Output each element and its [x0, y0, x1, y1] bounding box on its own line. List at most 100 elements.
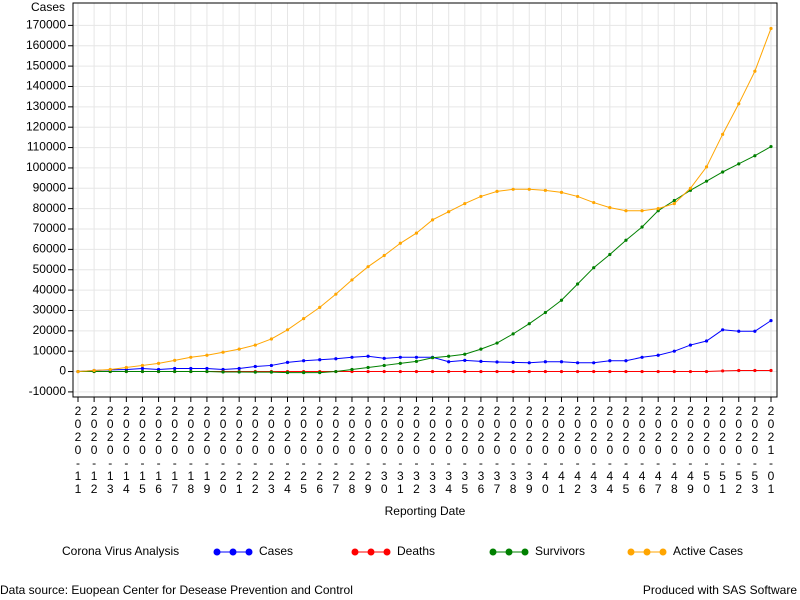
point [624, 359, 628, 363]
point [624, 369, 628, 374]
point [559, 369, 564, 374]
y-tick-label: 50000 [33, 262, 67, 276]
point [285, 370, 290, 375]
point [302, 370, 306, 375]
point [382, 363, 386, 368]
point [543, 369, 547, 374]
point [640, 355, 644, 359]
x-tick-label: 2 0 2 0 -4 5 [623, 404, 630, 496]
point [334, 369, 338, 374]
point [124, 365, 128, 370]
x-tick-label: 2 0 2 0 -4 0 [542, 404, 549, 496]
legend-marker [659, 548, 667, 556]
y-tick-label: 10000 [33, 343, 67, 357]
point [414, 359, 419, 363]
legend-marker [245, 548, 253, 556]
x-tick-label: 2 0 2 0 -2 8 [349, 404, 356, 496]
x-tick-label: 2 0 2 0 -2 6 [316, 404, 323, 496]
point [253, 343, 257, 347]
point [189, 355, 193, 359]
y-tick-label: 120000 [26, 119, 66, 133]
series-line [78, 146, 772, 374]
x-tick-label: 2 0 2 0 -2 2 [252, 404, 259, 496]
x-tick-label: 2 0 2 0 -2 1 [236, 404, 243, 496]
x-tick-label: 2 0 2 0 -4 3 [590, 404, 597, 496]
point [656, 207, 660, 211]
x-tick-label: 2 0 2 0 -1 2 [91, 404, 98, 496]
point [737, 329, 741, 333]
point [592, 361, 596, 365]
point [140, 366, 145, 371]
point [656, 353, 660, 357]
x-tick-label: 2 0 2 0 -3 4 [445, 404, 452, 496]
point [269, 370, 273, 374]
x-tick-label: 2 0 2 0 -4 6 [639, 404, 646, 496]
y-tick-label: 90000 [33, 180, 67, 194]
point [156, 369, 161, 374]
point [221, 370, 225, 374]
y-tick-label: 70000 [33, 221, 67, 235]
point [447, 354, 451, 358]
point [382, 369, 386, 374]
point [576, 194, 580, 199]
point [495, 369, 499, 374]
point [688, 186, 693, 190]
point [495, 189, 499, 193]
x-tick-label: 2 0 2 0 -2 7 [333, 404, 340, 496]
point [285, 328, 290, 332]
point [253, 364, 257, 369]
point [140, 369, 145, 374]
point [398, 355, 402, 359]
x-tick-label: 2 0 2 0 -2 0 [220, 404, 227, 496]
point [688, 343, 693, 347]
point [285, 360, 290, 364]
point [704, 369, 709, 374]
y-tick-label: 100000 [26, 160, 66, 174]
x-tick-label: 2 0 2 0 -3 3 [429, 404, 436, 496]
y-tick-label: -10000 [29, 384, 67, 398]
point [511, 332, 515, 336]
point [173, 366, 177, 371]
point [688, 369, 693, 374]
legend-label: Deaths [397, 544, 435, 558]
y-tick-label: 130000 [26, 99, 66, 113]
point [608, 359, 612, 363]
point [237, 370, 241, 374]
point [253, 370, 257, 374]
point [527, 369, 531, 374]
point [721, 328, 725, 332]
point [737, 368, 741, 373]
point [463, 358, 467, 362]
point [559, 298, 564, 302]
point [366, 369, 370, 374]
point [334, 292, 338, 296]
point [672, 349, 676, 353]
x-tick-label: 2 0 2 0 -1 1 [75, 404, 82, 496]
y-tick-label: 20000 [33, 323, 67, 337]
point [769, 319, 773, 323]
point [753, 154, 757, 158]
point [269, 363, 273, 368]
point [592, 200, 596, 205]
x-tick-label: 2 0 2 0 -5 2 [735, 404, 742, 496]
point [753, 69, 757, 73]
point [527, 187, 531, 191]
point [495, 341, 499, 345]
legend-marker [505, 548, 513, 556]
x-tick-label: 2 0 2 0 -1 8 [187, 404, 194, 496]
point [140, 363, 145, 368]
point [592, 369, 596, 374]
point [511, 360, 515, 364]
plot-frame [72, 2, 778, 398]
point [769, 26, 773, 31]
point [592, 266, 596, 270]
point [576, 282, 580, 286]
point [543, 188, 547, 192]
point [479, 347, 483, 351]
y-tick-label: 0 [59, 364, 66, 378]
point [76, 369, 80, 374]
point [672, 369, 676, 374]
point [608, 252, 612, 257]
